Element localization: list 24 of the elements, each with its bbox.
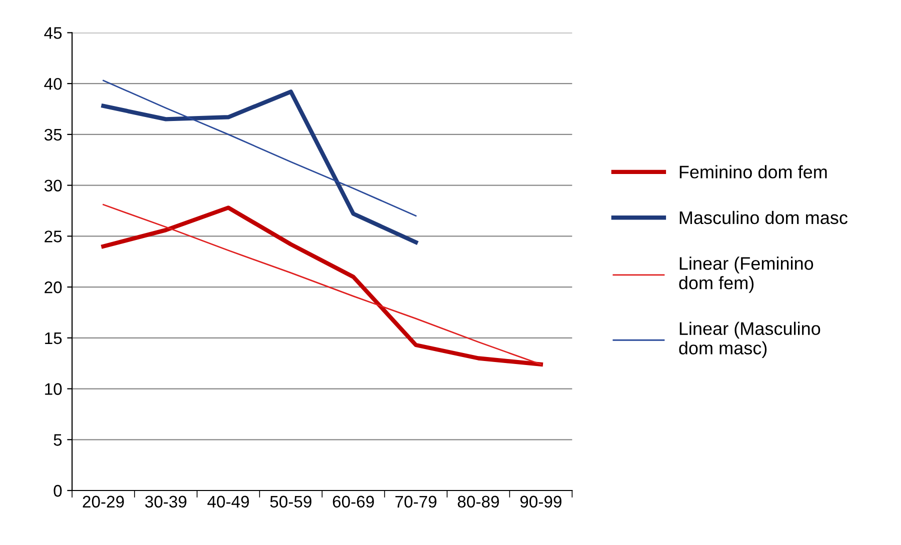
- line-series: [102, 80, 417, 217]
- x-tick-label: 20-29: [82, 496, 124, 508]
- x-tick-label: 90-99: [520, 496, 562, 508]
- legend-label: Feminino dom fem: [680, 165, 827, 178]
- legend-label: Linear (Masculino dom masc): [679, 322, 820, 358]
- y-tick-label: 0: [54, 484, 62, 497]
- y-tick-label: 5: [54, 434, 62, 446]
- x-tick-label: 80-89: [458, 496, 499, 508]
- x-tick-label: 60-69: [332, 496, 374, 508]
- y-tick-label: 10: [45, 383, 62, 395]
- y-tick-label: 45: [44, 27, 62, 39]
- x-tick-label: 50-59: [270, 496, 312, 508]
- y-tick-label: 20: [44, 281, 62, 294]
- legend-label: Masculino dom masc: [680, 210, 848, 224]
- y-tick-label: 25: [44, 230, 62, 242]
- y-tick-label: 40: [44, 78, 62, 90]
- x-tick-label: 30-39: [145, 496, 186, 508]
- legend-label: Linear (Feminino dom fem): [679, 256, 814, 293]
- y-tick-label: 15: [45, 332, 62, 344]
- y-tick-label: 30: [44, 180, 62, 192]
- x-tick-label: 40-49: [207, 496, 249, 508]
- y-tick-label: 35: [44, 128, 62, 141]
- line-series: [101, 90, 418, 244]
- x-tick-label: 70-79: [395, 496, 436, 508]
